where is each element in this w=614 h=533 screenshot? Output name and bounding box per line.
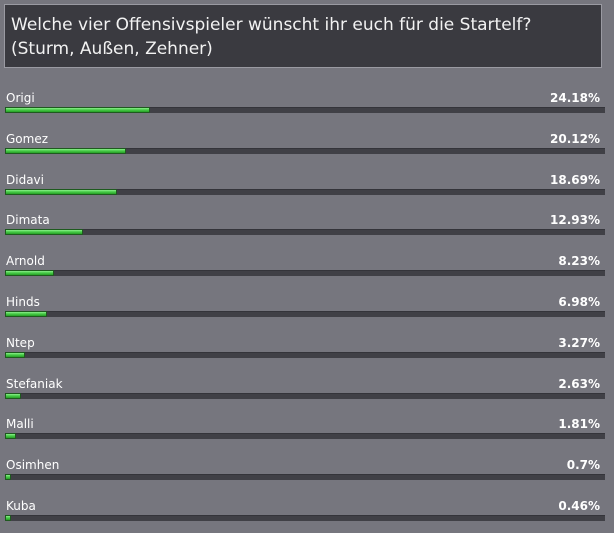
- result-bar-fill: [5, 229, 83, 236]
- poll-option: Hinds 6.98%: [0, 288, 614, 329]
- poll-option: Didavi 18.69%: [0, 166, 614, 207]
- poll-option: Dimata 12.93%: [0, 206, 614, 247]
- option-percentage: 1.81%: [558, 417, 600, 432]
- option-percentage: 0.7%: [566, 458, 600, 473]
- result-bar-fill: [5, 147, 126, 154]
- option-label: Arnold: [6, 254, 45, 269]
- option-label: Dimata: [6, 213, 50, 228]
- poll-header: Welche vier Offensivspieler wünscht ihr …: [4, 4, 602, 68]
- poll-option: Gomez 20.12%: [0, 125, 614, 166]
- result-bar-track: [5, 474, 605, 481]
- result-bar-track: [5, 188, 605, 195]
- poll-option: Arnold 8.23%: [0, 247, 614, 288]
- result-bar-track: [5, 107, 605, 113]
- option-percentage: 12.93%: [550, 213, 600, 228]
- poll-option: Stefaniak 2.63%: [0, 370, 614, 411]
- option-percentage: 20.12%: [550, 131, 600, 146]
- option-percentage: 24.18%: [550, 91, 600, 105]
- poll-option: Kuba 0.46%: [0, 492, 614, 533]
- result-bar-track: [5, 514, 605, 521]
- option-percentage: 6.98%: [558, 294, 600, 309]
- poll-option: Ntep 3.27%: [0, 329, 614, 370]
- option-percentage: 18.69%: [550, 172, 600, 187]
- option-label: Origi: [6, 91, 35, 105]
- option-label: Stefaniak: [6, 376, 63, 391]
- result-bar-fill: [5, 310, 47, 317]
- result-bar-fill: [5, 514, 11, 521]
- result-bar-fill: [5, 351, 25, 358]
- result-bar-fill: [5, 392, 21, 399]
- result-bar-fill: [5, 433, 16, 440]
- poll-option: Malli 1.81%: [0, 410, 614, 451]
- option-percentage: 8.23%: [558, 254, 600, 269]
- option-percentage: 0.46%: [558, 498, 600, 513]
- poll-option: Osimhen 0.7%: [0, 451, 614, 492]
- poll-options: Origi 24.18% Gomez 20.12% Didavi 18.69% Dimata…: [0, 84, 614, 533]
- option-percentage: 2.63%: [558, 376, 600, 391]
- option-label: Hinds: [6, 294, 40, 309]
- result-bar-track: [5, 270, 605, 277]
- option-label: Kuba: [6, 498, 36, 513]
- result-bar-track: [5, 351, 605, 358]
- option-label: Malli: [6, 417, 34, 432]
- result-bar-track: [5, 392, 605, 399]
- option-label: Osimhen: [6, 458, 60, 473]
- result-bar-fill: [5, 474, 11, 481]
- result-bar-track: [5, 147, 605, 154]
- result-bar-fill: [5, 188, 118, 195]
- option-percentage: 3.27%: [558, 335, 600, 350]
- option-label: Ntep: [6, 335, 35, 350]
- result-bar-track: [5, 310, 605, 317]
- poll-question: Welche vier Offensivspieler wünscht ihr …: [11, 15, 532, 59]
- poll-option: Origi 24.18%: [0, 84, 614, 125]
- result-bar-fill: [5, 270, 55, 277]
- result-bar-track: [5, 229, 605, 236]
- result-bar-fill: [5, 107, 151, 113]
- option-label: Gomez: [6, 131, 49, 146]
- result-bar-track: [5, 433, 605, 440]
- option-label: Didavi: [6, 172, 44, 187]
